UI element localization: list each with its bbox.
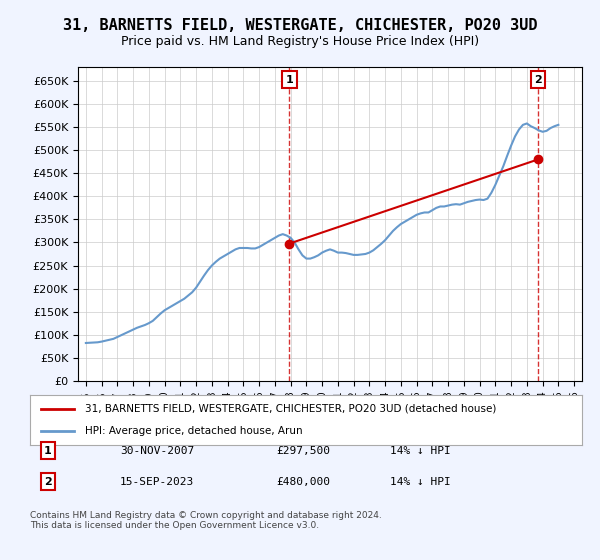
Text: 31, BARNETTS FIELD, WESTERGATE, CHICHESTER, PO20 3UD: 31, BARNETTS FIELD, WESTERGATE, CHICHEST… bbox=[63, 18, 537, 32]
Text: 1: 1 bbox=[44, 446, 52, 456]
Text: 1: 1 bbox=[286, 74, 293, 85]
Text: 31, BARNETTS FIELD, WESTERGATE, CHICHESTER, PO20 3UD (detached house): 31, BARNETTS FIELD, WESTERGATE, CHICHEST… bbox=[85, 404, 497, 414]
Text: 2: 2 bbox=[534, 74, 542, 85]
Text: 30-NOV-2007: 30-NOV-2007 bbox=[120, 446, 194, 456]
Text: £297,500: £297,500 bbox=[276, 446, 330, 456]
Text: 14% ↓ HPI: 14% ↓ HPI bbox=[390, 477, 451, 487]
Text: HPI: Average price, detached house, Arun: HPI: Average price, detached house, Arun bbox=[85, 426, 303, 436]
Text: 14% ↓ HPI: 14% ↓ HPI bbox=[390, 446, 451, 456]
Text: Price paid vs. HM Land Registry's House Price Index (HPI): Price paid vs. HM Land Registry's House … bbox=[121, 35, 479, 49]
Text: £480,000: £480,000 bbox=[276, 477, 330, 487]
Text: Contains HM Land Registry data © Crown copyright and database right 2024.
This d: Contains HM Land Registry data © Crown c… bbox=[30, 511, 382, 530]
Text: 2: 2 bbox=[44, 477, 52, 487]
Text: 15-SEP-2023: 15-SEP-2023 bbox=[120, 477, 194, 487]
